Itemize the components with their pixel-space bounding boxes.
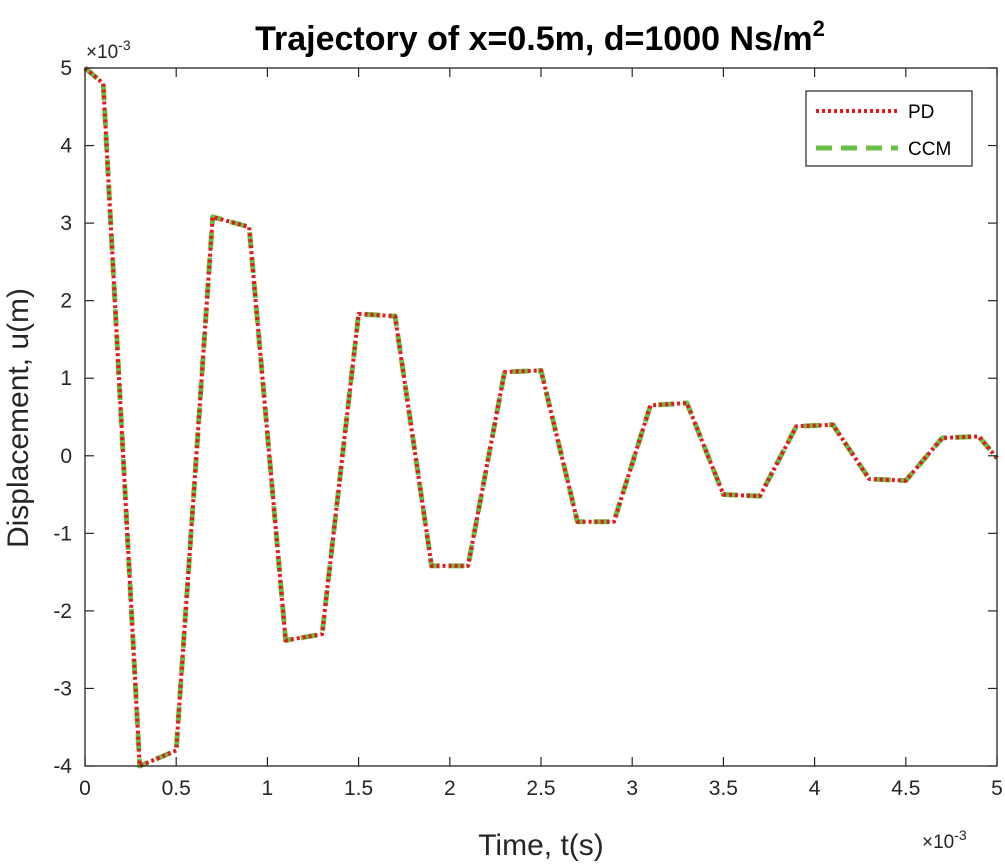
x-tick-label: 0.5 [162,777,191,800]
y-tick-label: 4 [60,135,72,158]
x-tick-label: 4.5 [891,777,920,800]
y-tick-label: 5 [60,57,72,80]
x-tick-label: 3.5 [709,777,738,800]
chart-title-main: Trajectory of x=0.5m, d=1000 Ns/m [255,20,813,58]
chart-title: Trajectory of x=0.5m, d=1000 Ns/m2 [255,16,825,58]
legend-label-ccm: CCM [908,139,951,160]
legend: PD CCM [805,90,973,167]
x-tick-label: 5 [991,777,1003,800]
x-tick-label: 2 [444,777,456,800]
y-tick-label: 0 [60,445,72,468]
chart-title-superscript: 2 [813,16,825,41]
x-tick-label: 0 [79,777,91,800]
legend-label-pd: PD [908,102,934,123]
x-tick-label: 2.5 [526,777,555,800]
y-tick-label: 3 [60,212,72,235]
x-axis-label: Time, t(s) [478,829,604,862]
y-axis-label: Displacement, u(m) [2,288,35,548]
x-tick-label: 1.5 [344,777,373,800]
x-axis-exponent: ×10-3 [922,827,967,853]
y-tick-label: -3 [53,677,72,700]
y-axis-exponent-base: ×10 [86,42,118,63]
x-axis-exponent-base: ×10 [922,832,954,853]
legend-box [805,90,973,167]
ticks-layer: 0 0.5 1 1.5 2 2.5 3 3.5 4 4.5 5 -4 -3 -2 -1 0 1 2 3 4 5 [53,57,1003,800]
series-line-pd [83,66,999,768]
y-tick-label: 1 [60,367,72,390]
y-tick-label: -1 [53,522,72,545]
y-axis-exponent: ×10-3 [86,37,131,63]
x-axis-exponent-power: -3 [954,827,967,843]
x-tick-label: 3 [626,777,638,800]
y-tick-label: -2 [53,600,72,623]
series-layer [83,66,999,769]
plot-background [85,68,997,766]
plot-area [85,68,997,766]
x-tick-label: 4 [809,777,821,800]
x-tick-label: 1 [262,777,274,800]
y-axis-exponent-power: -3 [118,37,131,53]
y-tick-label: -4 [53,755,72,778]
y-tick-label: 2 [60,290,72,313]
